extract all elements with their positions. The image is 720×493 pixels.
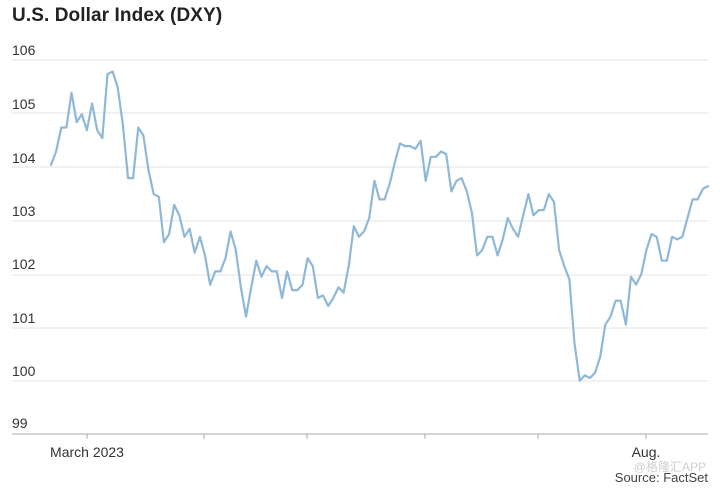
y-tick-label: 102 xyxy=(12,256,36,272)
watermark: @格隆汇APP xyxy=(633,460,706,474)
y-tick-label: 106 xyxy=(12,42,36,58)
x-axis-ticks: March 2023 Aug. xyxy=(50,434,660,460)
chart-title: U.S. Dollar Index (DXY) xyxy=(12,5,223,26)
x-tick-label: Aug. xyxy=(632,444,661,460)
y-tick-label: 100 xyxy=(12,363,36,379)
gridlines xyxy=(12,59,708,382)
y-tick-label: 104 xyxy=(12,150,36,166)
y-tick-label: 101 xyxy=(12,310,36,326)
y-tick-label: 99 xyxy=(12,415,28,431)
y-axis-ticks: 106 105 104 103 102 101 100 99 xyxy=(12,42,36,431)
y-tick-label: 103 xyxy=(12,203,36,219)
x-tick-label: March 2023 xyxy=(50,444,124,460)
dxy-series-line xyxy=(49,70,710,382)
y-tick-label: 105 xyxy=(12,96,36,112)
source-note: Source: FactSet xyxy=(614,470,708,485)
